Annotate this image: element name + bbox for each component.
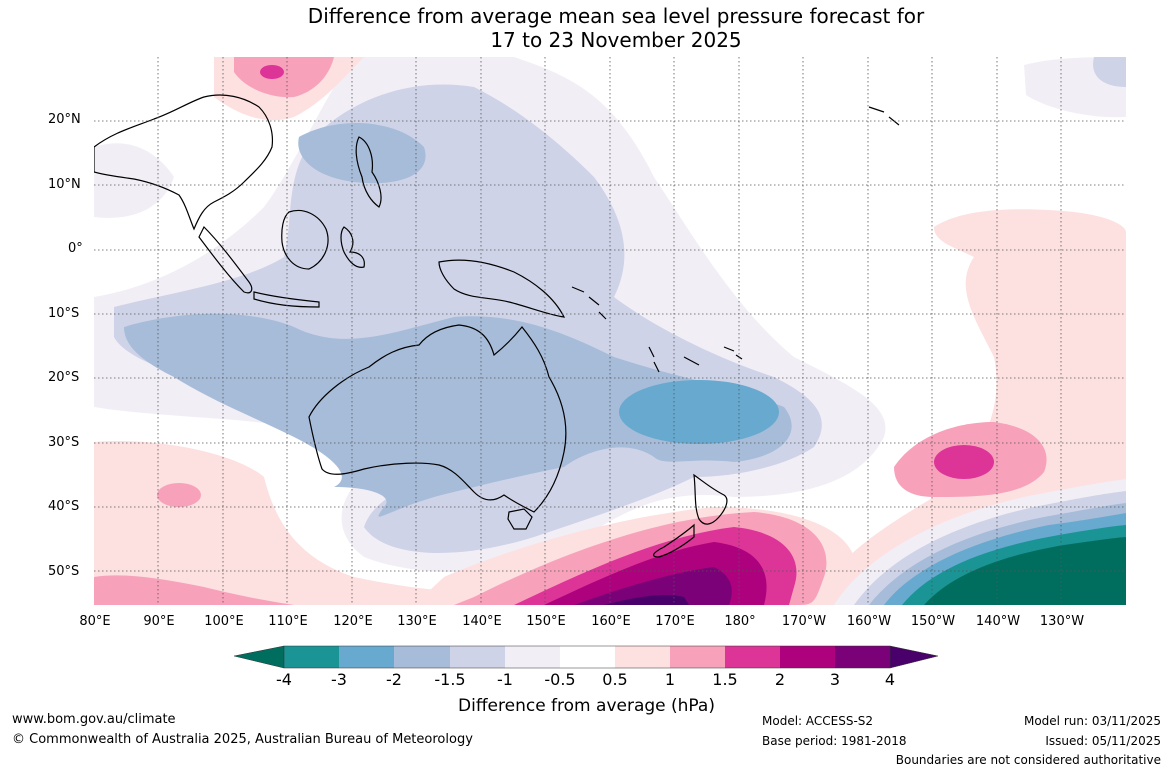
new-caledonia bbox=[683, 356, 700, 366]
lon-label-150e: 150°E bbox=[526, 614, 566, 629]
lon-label-140e: 140°E bbox=[462, 614, 502, 629]
new-guinea-coastline bbox=[438, 259, 566, 318]
colorbar-bin-11 bbox=[835, 646, 890, 668]
map-canvas bbox=[94, 57, 1126, 605]
colorbar-tick: -3 bbox=[331, 670, 347, 689]
lon-label-160w: 160°W bbox=[846, 614, 892, 629]
anomaly-fields bbox=[94, 57, 1126, 605]
lon-label-170w: 170°W bbox=[781, 614, 827, 629]
lon-label-130e: 130°E bbox=[397, 614, 437, 629]
model-run-date: Model run: 03/11/2025 bbox=[1023, 714, 1161, 728]
colorbar-bin-3 bbox=[394, 646, 450, 668]
lat-label-50s: 50°S bbox=[48, 564, 80, 579]
colorbar-bin-4 bbox=[450, 646, 505, 668]
lon-label-170e: 170°E bbox=[655, 614, 695, 629]
sumatra-coastline bbox=[198, 225, 253, 294]
colorbar-extend-low bbox=[233, 645, 285, 669]
new-zealand-south-island bbox=[652, 523, 695, 558]
lon-label-160e: 160°E bbox=[591, 614, 631, 629]
title-line-1: Difference from average mean sea level p… bbox=[307, 4, 925, 28]
positive-anomaly-light-sw bbox=[94, 441, 554, 605]
colorbar-tick: 0.5 bbox=[602, 670, 628, 689]
lon-label-120e: 120°E bbox=[333, 614, 373, 629]
lon-label-180: 180° bbox=[724, 614, 756, 629]
colorbar-tick: -1 bbox=[497, 670, 513, 689]
colorbar-title: Difference from average (hPa) bbox=[458, 696, 715, 716]
coastlines bbox=[94, 94, 900, 558]
map-title: Difference from average mean sea level p… bbox=[0, 4, 1173, 52]
colorbar-extend-high bbox=[889, 645, 939, 669]
lat-label-40s: 40°S bbox=[48, 499, 80, 514]
model-name: Model: ACCESS-S2 bbox=[762, 714, 874, 728]
colorbar-tick: 4 bbox=[884, 670, 896, 689]
colorbar-bin-7 bbox=[615, 646, 670, 668]
positive-anomaly-extreme bbox=[574, 567, 732, 605]
colorbar-bin-1 bbox=[284, 646, 339, 668]
colorbar-tick: -4 bbox=[276, 670, 292, 689]
positive-anomaly-small bbox=[157, 483, 201, 507]
lon-label-150w: 150°W bbox=[910, 614, 956, 629]
colorbar-tick: -1.5 bbox=[434, 670, 466, 689]
colorbar-bin-9 bbox=[725, 646, 780, 668]
sulawesi-coastline bbox=[340, 226, 365, 268]
negative-anomaly-band-ne bbox=[1093, 57, 1126, 87]
positive-anomaly-moderate-north bbox=[234, 57, 334, 98]
colorbar-tick: 3 bbox=[829, 670, 841, 689]
colorbar-bin-6 bbox=[560, 646, 615, 668]
borneo-coastline bbox=[281, 209, 329, 270]
lon-label-80e: 80°E bbox=[79, 614, 111, 629]
solomon-islands bbox=[571, 286, 607, 320]
vanuatu-islands bbox=[648, 346, 660, 373]
colorbar-tick: -0.5 bbox=[544, 670, 576, 689]
negative-anomaly-core bbox=[619, 380, 779, 444]
lon-label-90e: 90°E bbox=[143, 614, 175, 629]
positive-anomaly-max bbox=[604, 594, 689, 605]
negative-anomaly-light-north bbox=[94, 143, 174, 218]
negative-anomaly-moderate-north bbox=[298, 123, 426, 184]
colorbar-bin-10 bbox=[780, 646, 835, 668]
positive-anomaly-strong-north bbox=[260, 65, 284, 79]
title-line-2: 17 to 23 November 2025 bbox=[490, 28, 742, 52]
colorbar-bin-5 bbox=[505, 646, 560, 668]
negative-anomaly-moderate bbox=[124, 313, 792, 517]
lat-label-30s: 30°S bbox=[48, 435, 80, 450]
lon-label-100e: 100°E bbox=[204, 614, 244, 629]
tasmania-coastline bbox=[507, 508, 533, 530]
pressure-anomaly-map bbox=[94, 57, 1126, 605]
se-asia-coastline bbox=[94, 94, 274, 231]
negative-anomaly-se-extreme bbox=[924, 537, 1126, 605]
positive-anomaly-strong-east bbox=[934, 445, 994, 479]
copyright-text: © Commonwealth of Australia 2025, Austra… bbox=[12, 732, 473, 747]
lat-label-20s: 20°S bbox=[48, 370, 80, 385]
lon-label-110e: 110°E bbox=[268, 614, 308, 629]
java-coastline bbox=[253, 291, 320, 308]
base-period: Base period: 1981-2018 bbox=[762, 734, 907, 748]
boundaries-disclaimer: Boundaries are not considered authoritat… bbox=[895, 753, 1161, 767]
colorbar-tick: 1.5 bbox=[712, 670, 738, 689]
new-zealand-north-island bbox=[693, 473, 728, 525]
lon-label-140w: 140°W bbox=[975, 614, 1021, 629]
australia-coastline bbox=[308, 324, 567, 513]
colorbar-tick: -2 bbox=[386, 670, 402, 689]
graticule bbox=[94, 57, 1126, 605]
lat-label-10s: 10°S bbox=[48, 306, 80, 321]
colorbar-tick: 1 bbox=[664, 670, 676, 689]
colorbar-bin-2 bbox=[339, 646, 394, 668]
philippines-coastline bbox=[355, 136, 382, 208]
website-link[interactable]: www.bom.gov.au/climate bbox=[12, 712, 176, 727]
issued-date: Issued: 05/11/2025 bbox=[1045, 734, 1161, 748]
lat-label-20n: 20°N bbox=[48, 112, 81, 127]
colorbar-bin-8 bbox=[670, 646, 725, 668]
hawaii-islands bbox=[868, 106, 900, 126]
colorbar bbox=[233, 645, 939, 669]
positive-anomaly-sw-strip bbox=[94, 575, 294, 605]
lat-label-10n: 10°N bbox=[48, 177, 81, 192]
colorbar-tick: 2 bbox=[774, 670, 786, 689]
lat-label-0: 0° bbox=[68, 241, 83, 256]
lon-label-130w: 130°W bbox=[1039, 614, 1085, 629]
